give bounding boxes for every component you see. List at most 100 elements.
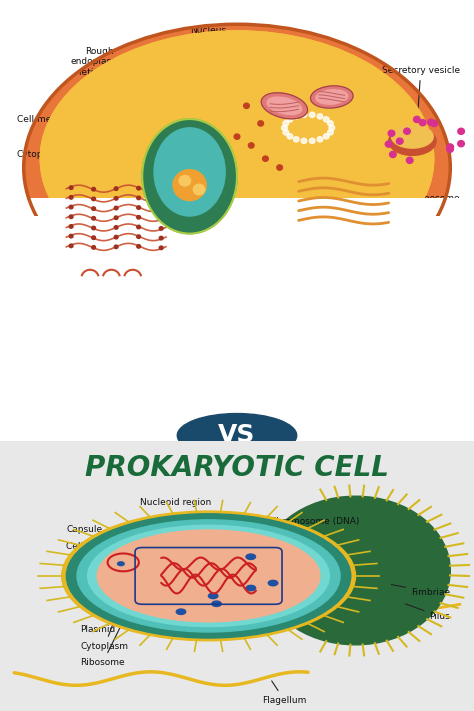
Text: EUKARYOTIC CELL: EUKARYOTIC CELL [97, 383, 377, 411]
Circle shape [310, 112, 315, 117]
Circle shape [246, 554, 255, 560]
Circle shape [390, 151, 396, 158]
Ellipse shape [97, 530, 320, 622]
Circle shape [263, 156, 268, 161]
Circle shape [118, 562, 124, 566]
Circle shape [212, 601, 221, 606]
Circle shape [248, 143, 254, 148]
FancyBboxPatch shape [0, 198, 474, 595]
Text: Plasmid: Plasmid [81, 600, 117, 634]
Circle shape [301, 112, 307, 117]
Ellipse shape [24, 24, 450, 311]
Circle shape [176, 609, 186, 614]
Text: Capsule: Capsule [66, 525, 116, 542]
Circle shape [114, 187, 118, 191]
Circle shape [328, 129, 333, 135]
Circle shape [92, 188, 96, 191]
Circle shape [69, 186, 73, 189]
Text: Cell Wall: Cell Wall [66, 542, 111, 556]
Circle shape [287, 117, 293, 122]
Circle shape [431, 120, 438, 127]
Circle shape [419, 119, 426, 126]
Circle shape [396, 138, 403, 144]
Circle shape [92, 217, 96, 220]
Circle shape [328, 121, 333, 126]
Ellipse shape [267, 97, 302, 114]
Text: VS: VS [219, 424, 255, 447]
Circle shape [137, 245, 140, 248]
Circle shape [283, 129, 289, 135]
Text: PROKARYOTIC CELL: PROKARYOTIC CELL [85, 454, 389, 482]
Circle shape [92, 226, 96, 230]
Text: Nucleus: Nucleus [191, 26, 227, 90]
Text: Nucleolus: Nucleolus [196, 75, 259, 139]
Circle shape [329, 125, 335, 131]
Circle shape [114, 206, 118, 210]
Circle shape [69, 225, 73, 228]
Circle shape [234, 134, 240, 139]
Ellipse shape [40, 31, 434, 287]
FancyBboxPatch shape [0, 207, 474, 595]
Circle shape [159, 198, 163, 201]
Text: Smooth
endoplasmic
reticulum: Smooth endoplasmic reticulum [17, 214, 74, 266]
Circle shape [137, 186, 140, 190]
Ellipse shape [28, 293, 446, 337]
Ellipse shape [310, 86, 353, 108]
Ellipse shape [66, 514, 351, 638]
Circle shape [92, 197, 96, 201]
Circle shape [283, 121, 289, 126]
Circle shape [114, 225, 118, 229]
Ellipse shape [142, 119, 237, 234]
Circle shape [69, 205, 73, 209]
Circle shape [159, 188, 163, 191]
Text: Secretory vesicle: Secretory vesicle [382, 66, 460, 121]
Circle shape [323, 134, 329, 139]
Ellipse shape [316, 90, 348, 105]
Ellipse shape [389, 127, 436, 156]
Circle shape [385, 141, 392, 147]
Circle shape [244, 103, 249, 109]
Ellipse shape [33, 253, 441, 328]
Circle shape [137, 205, 140, 209]
Ellipse shape [24, 251, 450, 348]
Text: Cytoplasm: Cytoplasm [17, 150, 64, 174]
Circle shape [277, 165, 283, 170]
Ellipse shape [62, 511, 356, 641]
Circle shape [428, 119, 434, 125]
Circle shape [209, 593, 218, 599]
Circle shape [114, 235, 118, 239]
Circle shape [317, 114, 323, 119]
Circle shape [388, 130, 395, 137]
Circle shape [258, 121, 264, 126]
Circle shape [159, 227, 163, 230]
Ellipse shape [173, 170, 206, 201]
Ellipse shape [261, 496, 450, 645]
Ellipse shape [177, 414, 297, 457]
Circle shape [458, 128, 465, 134]
Ellipse shape [261, 92, 308, 119]
Circle shape [447, 144, 454, 150]
Circle shape [282, 125, 287, 131]
Circle shape [272, 99, 278, 104]
Circle shape [114, 245, 118, 249]
Circle shape [268, 580, 278, 586]
Circle shape [406, 157, 413, 164]
Circle shape [137, 235, 140, 238]
Circle shape [159, 217, 163, 220]
Circle shape [287, 134, 293, 139]
Circle shape [114, 196, 118, 200]
Circle shape [193, 184, 205, 195]
Circle shape [92, 236, 96, 240]
Text: Plasma Membrane: Plasma Membrane [66, 560, 150, 570]
Text: Fimbriae: Fimbriae [392, 584, 450, 597]
Circle shape [137, 196, 140, 200]
Text: Cell membrane: Cell membrane [17, 114, 86, 161]
Text: Ribosome: Ribosome [401, 169, 460, 203]
Circle shape [323, 117, 329, 122]
Ellipse shape [154, 128, 225, 216]
Circle shape [92, 245, 96, 249]
Circle shape [413, 117, 420, 122]
Circle shape [137, 225, 140, 229]
Circle shape [293, 137, 299, 142]
Circle shape [92, 207, 96, 210]
